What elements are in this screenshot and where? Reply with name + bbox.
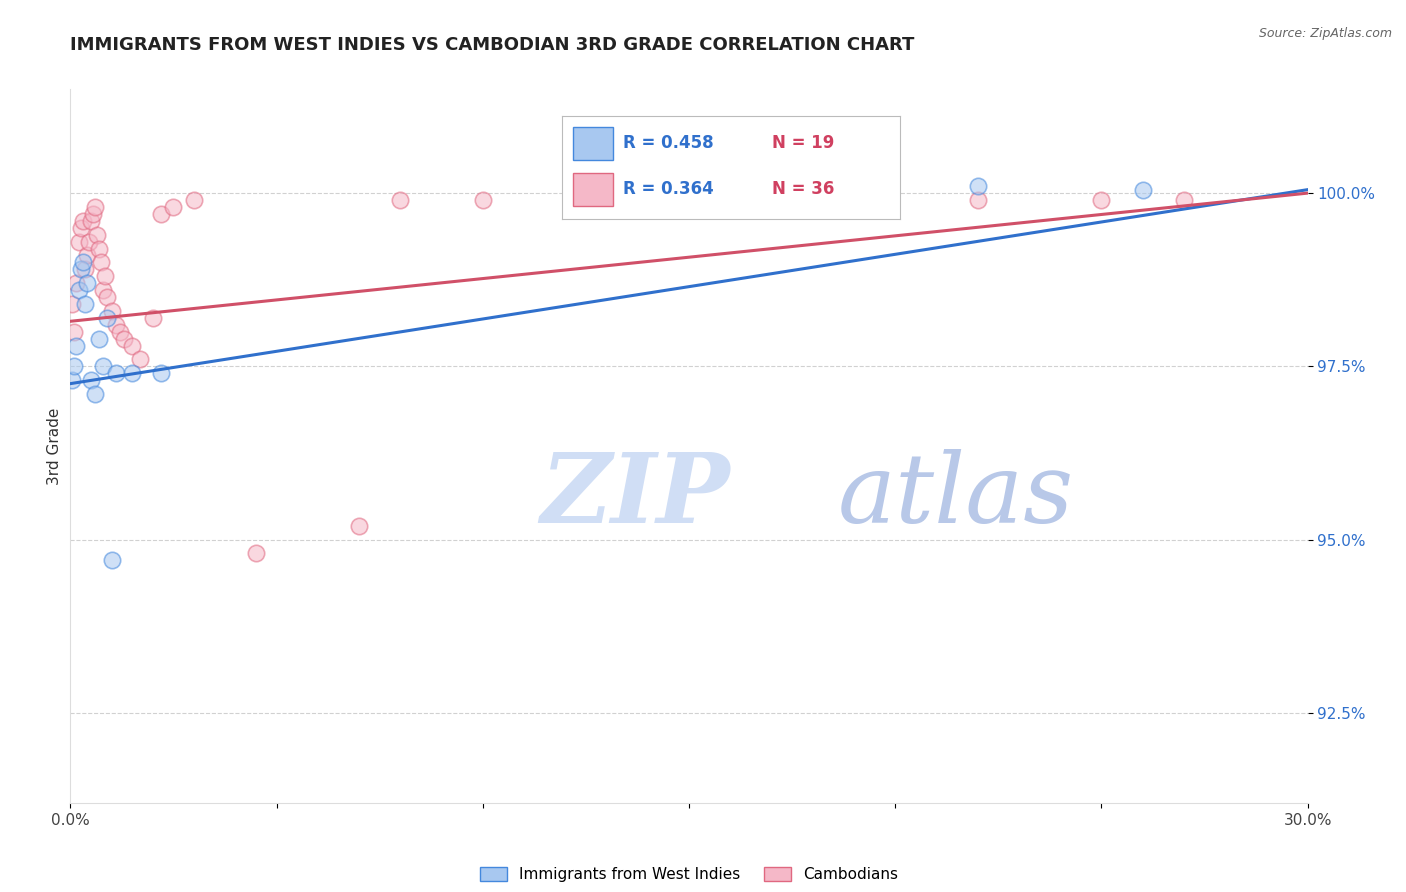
Point [389,193,412,207]
Point [150,366,173,380]
Point [76,248,98,262]
Text: N = 36: N = 36 [772,180,834,198]
Point [80,214,103,228]
Point [142,310,165,325]
Point [84,200,107,214]
Point [94,269,117,284]
Point [121,338,143,352]
Point [100,553,122,567]
Text: atlas: atlas [838,449,1074,543]
Text: Source: ZipAtlas.com: Source: ZipAtlas.com [1258,27,1392,40]
Point [69,220,91,235]
Point [60,297,83,311]
Point [89,242,111,256]
Text: IMMIGRANTS FROM WEST INDIES VS CAMBODIAN 3RD GRADE CORRELATION CHART: IMMIGRANTS FROM WEST INDIES VS CAMBODIAN… [70,36,915,54]
Point [82,207,104,221]
Point [112,332,135,346]
Legend: Immigrants from West Indies, Cambodians: Immigrants from West Indies, Cambodians [474,861,904,888]
Point [1090,193,1112,207]
Point [595,193,617,207]
Text: R = 0.364: R = 0.364 [623,180,714,198]
Point [100,304,122,318]
Point [69,262,91,277]
Point [86,227,108,242]
Text: ZIP: ZIP [540,449,730,543]
Point [129,352,152,367]
Point [65,338,87,352]
FancyBboxPatch shape [572,128,613,160]
Point [63,359,86,374]
Point [63,325,86,339]
Point [150,207,173,221]
Point [89,332,111,346]
Point [76,276,98,290]
Point [245,546,267,560]
Point [72,214,94,228]
Point [73,297,96,311]
Point [1173,193,1195,207]
Point [104,366,127,380]
Text: N = 19: N = 19 [772,134,834,153]
Y-axis label: 3rd Grade: 3rd Grade [46,408,62,484]
Point [108,325,131,339]
Point [80,373,103,387]
Text: R = 0.458: R = 0.458 [623,134,714,153]
Point [471,193,494,207]
Point [91,283,114,297]
Point [67,283,90,297]
Point [96,310,118,325]
Point [84,387,107,401]
Point [60,373,83,387]
Point [77,235,100,249]
Point [73,262,96,277]
Point [72,255,94,269]
Point [96,290,118,304]
Point [65,276,87,290]
Point [183,193,205,207]
FancyBboxPatch shape [572,173,613,206]
Point [966,193,988,207]
Point [104,318,127,332]
Point [67,235,90,249]
Point [347,518,370,533]
Point [1132,183,1154,197]
Point [162,200,184,214]
Point [90,255,112,269]
Point [121,366,143,380]
Point [966,179,988,194]
Point [91,359,114,374]
